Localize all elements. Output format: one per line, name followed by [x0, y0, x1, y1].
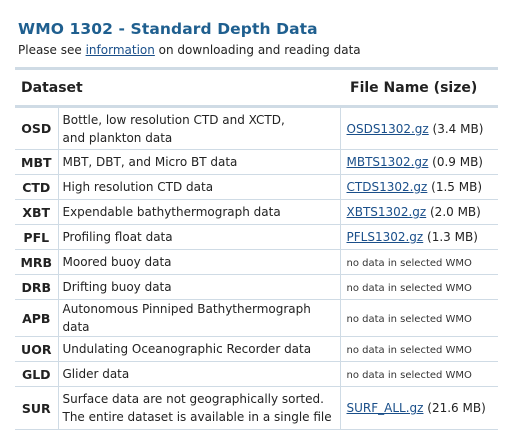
download-link[interactable]: SURF_ALL.gz [346, 401, 424, 415]
dataset-column-header: Dataset [15, 68, 341, 108]
dataset-description: Expendable bathythermograph data [58, 199, 341, 225]
description-line: Profiling float data [62, 230, 173, 244]
dataset-description: Bottle, low resolution CTD and XCTD, and … [58, 106, 341, 150]
description-line: Bottle, low resolution CTD and XCTD, [62, 112, 285, 127]
dataset-description: MBT, DBT, and Micro BT data [58, 149, 341, 175]
datasets-table: Dataset File Name (size) OSD Bottle, low … [15, 67, 499, 430]
file-size: (1.3 MB) [423, 230, 478, 244]
dataset-code: CTD [15, 174, 59, 200]
file-cell: no data in selected WMO [340, 361, 499, 387]
dataset-description: Glider data [58, 361, 341, 387]
description-line: High resolution CTD data [62, 180, 214, 194]
dataset-code: MRB [15, 249, 59, 275]
download-link[interactable]: PFLS1302.gz [346, 230, 424, 244]
description-line: Glider data [62, 367, 130, 381]
table-row: CTD High resolution CTD data CTDS1302.gz (… [15, 174, 499, 200]
file-cell: OSDS1302.gz (3.4 MB) [340, 106, 499, 150]
dataset-description: Profiling float data [58, 224, 341, 250]
file-cell: MBTS1302.gz (0.9 MB) [340, 149, 499, 175]
description-line: Moored buoy data [62, 255, 172, 269]
description-line: Autonomous Pinniped Bathythermograph dat… [62, 302, 311, 334]
dataset-description: Autonomous Pinniped Bathythermograph dat… [58, 299, 341, 337]
table-row: UOR Undulating Oceanographic Recorder dat… [15, 336, 499, 362]
download-link[interactable]: CTDS1302.gz [346, 180, 428, 194]
table-header-row: Dataset File Name (size) [15, 68, 499, 108]
page-title: WMO 1302 - Standard Depth Data [18, 20, 318, 38]
dataset-description: Undulating Oceanographic Recorder data [58, 336, 341, 362]
description-line: The entire dataset is available in a sin… [62, 410, 332, 424]
description-line: Surface data are not geographically sort… [62, 392, 324, 406]
intro-text: Please see information on downloading an… [18, 43, 361, 57]
download-link[interactable]: MBTS1302.gz [346, 155, 429, 169]
dataset-code: DRB [15, 274, 59, 300]
dataset-description: Surface data are not geographically sort… [58, 386, 341, 430]
information-link[interactable]: information [85, 43, 155, 57]
description-line: and plankton data [62, 130, 173, 145]
dataset-code: MBT [15, 149, 59, 175]
dataset-description: Moored buoy data [58, 249, 341, 275]
no-data-note: no data in selected WMO [346, 345, 472, 356]
file-size: (21.6 MB) [423, 401, 486, 415]
file-size: (3.4 MB) [428, 121, 484, 136]
no-data-note: no data in selected WMO [346, 258, 472, 269]
dataset-code: UOR [15, 336, 59, 362]
table-row: GLD Glider data no data in selected WMO [15, 361, 499, 387]
file-cell: CTDS1302.gz (1.5 MB) [340, 174, 499, 200]
description-line: Expendable bathythermograph data [62, 205, 281, 219]
no-data-note: no data in selected WMO [346, 283, 472, 294]
table-row: MBT MBT, DBT, and Micro BT data MBTS1302.g… [15, 149, 499, 175]
dataset-code: GLD [15, 361, 59, 387]
file-cell: no data in selected WMO [340, 249, 499, 275]
file-cell: no data in selected WMO [340, 336, 499, 362]
dataset-code: XBT [15, 199, 59, 225]
dataset-code: APB [15, 299, 59, 337]
intro-prefix: Please see [18, 43, 86, 57]
intro-suffix: on downloading and reading data [154, 43, 361, 57]
table-row: XBT Expendable bathythermograph data XBTS1… [15, 199, 499, 225]
file-cell: no data in selected WMO [340, 299, 499, 337]
file-cell: XBTS1302.gz (2.0 MB) [340, 199, 499, 225]
dataset-description: High resolution CTD data [58, 174, 341, 200]
file-size: (2.0 MB) [426, 205, 481, 219]
description-line: MBT, DBT, and Micro BT data [62, 155, 238, 169]
download-link[interactable]: OSDS1302.gz [346, 121, 429, 136]
file-cell: PFLS1302.gz (1.3 MB) [340, 224, 499, 250]
description-line: Undulating Oceanographic Recorder data [62, 342, 312, 356]
file-size: (0.9 MB) [428, 155, 483, 169]
no-data-note: no data in selected WMO [346, 314, 472, 325]
table-row: PFL Profiling float data PFLS1302.gz (1.3 … [15, 224, 499, 250]
download-link[interactable]: XBTS1302.gz [346, 205, 427, 219]
table-row: SUR Surface data are not geographically s… [15, 386, 499, 430]
dataset-description: Drifting buoy data [58, 274, 341, 300]
no-data-note: no data in selected WMO [346, 370, 472, 381]
table-row: APB Autonomous Pinniped Bathythermograph … [15, 299, 499, 337]
table-row: DRB Drifting buoy data no data in selected… [15, 274, 499, 300]
file-column-header: File Name (size) [340, 68, 499, 108]
table-row: MRB Moored buoy data no data in selected W… [15, 249, 499, 275]
dataset-code: OSD [15, 106, 59, 150]
file-size: (1.5 MB) [427, 180, 483, 194]
file-cell: no data in selected WMO [340, 274, 499, 300]
file-cell: SURF_ALL.gz (21.6 MB) [340, 386, 499, 430]
dataset-code: PFL [15, 224, 59, 250]
table-row: OSD Bottle, low resolution CTD and XCTD, a… [15, 106, 499, 150]
dataset-code: SUR [15, 386, 59, 430]
description-line: Drifting buoy data [62, 280, 172, 294]
